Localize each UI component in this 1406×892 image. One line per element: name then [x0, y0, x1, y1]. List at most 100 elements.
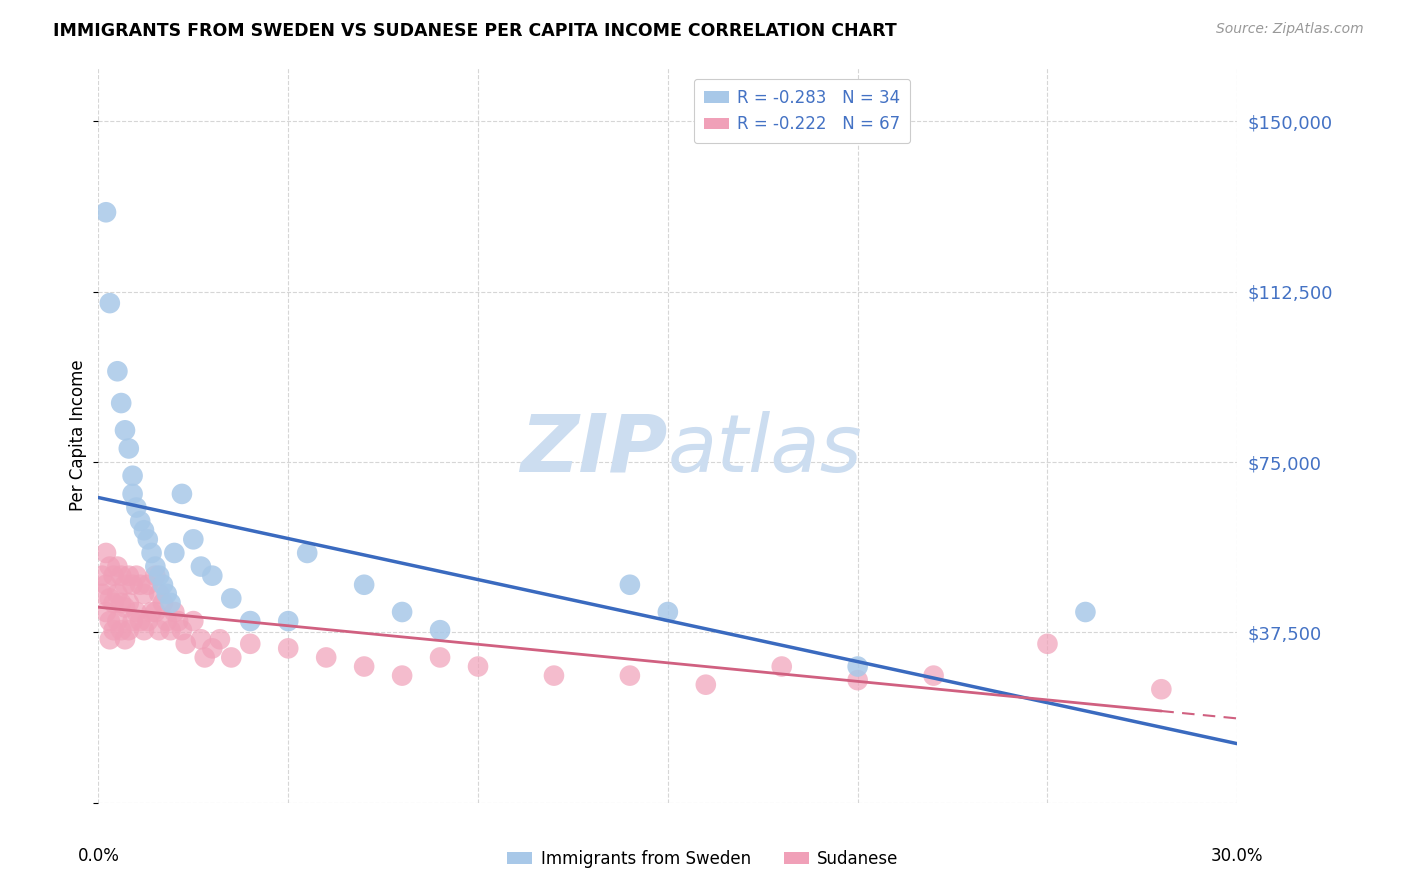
Point — [129, 578, 152, 592]
Point — [98, 559, 121, 574]
Point — [429, 623, 451, 637]
Point — [167, 614, 190, 628]
Point — [125, 605, 148, 619]
Point — [132, 623, 155, 637]
Point — [98, 296, 121, 310]
Point — [103, 623, 125, 637]
Point — [846, 659, 869, 673]
Text: 30.0%: 30.0% — [1211, 847, 1264, 865]
Point — [121, 487, 143, 501]
Point — [239, 614, 262, 628]
Text: Source: ZipAtlas.com: Source: ZipAtlas.com — [1216, 22, 1364, 37]
Point — [1074, 605, 1097, 619]
Point — [136, 578, 159, 592]
Point — [391, 668, 413, 682]
Point — [695, 678, 717, 692]
Point — [114, 578, 136, 592]
Point — [121, 468, 143, 483]
Point — [110, 596, 132, 610]
Legend: Immigrants from Sweden, Sudanese: Immigrants from Sweden, Sudanese — [501, 844, 905, 875]
Point — [107, 587, 129, 601]
Point — [1150, 682, 1173, 697]
Point — [132, 587, 155, 601]
Point — [183, 614, 205, 628]
Point — [94, 205, 117, 219]
Point — [221, 591, 243, 606]
Point — [121, 614, 143, 628]
Point — [141, 605, 163, 619]
Point — [94, 605, 117, 619]
Point — [201, 568, 224, 582]
Point — [110, 396, 132, 410]
Point — [129, 614, 152, 628]
Point — [922, 668, 945, 682]
Point — [190, 559, 212, 574]
Point — [543, 668, 565, 682]
Point — [141, 546, 163, 560]
Point — [114, 423, 136, 437]
Point — [190, 632, 212, 647]
Point — [170, 487, 193, 501]
Point — [132, 523, 155, 537]
Point — [277, 641, 299, 656]
Point — [156, 614, 179, 628]
Point — [107, 559, 129, 574]
Point — [194, 650, 217, 665]
Point — [148, 623, 170, 637]
Point — [107, 614, 129, 628]
Point — [91, 568, 114, 582]
Point — [148, 587, 170, 601]
Point — [657, 605, 679, 619]
Point — [183, 533, 205, 547]
Point — [353, 578, 375, 592]
Legend: R = -0.283   N = 34, R = -0.222   N = 67: R = -0.283 N = 34, R = -0.222 N = 67 — [693, 78, 910, 144]
Point — [94, 578, 117, 592]
Point — [297, 546, 319, 560]
Point — [145, 568, 167, 582]
Point — [163, 605, 186, 619]
Y-axis label: Per Capita Income: Per Capita Income — [69, 359, 87, 510]
Point — [221, 650, 243, 665]
Point — [136, 533, 159, 547]
Point — [152, 596, 174, 610]
Point — [353, 659, 375, 673]
Point — [208, 632, 231, 647]
Point — [136, 614, 159, 628]
Point — [118, 568, 141, 582]
Point — [429, 650, 451, 665]
Point — [114, 600, 136, 615]
Point — [1036, 637, 1059, 651]
Point — [91, 587, 114, 601]
Point — [145, 605, 167, 619]
Point — [125, 500, 148, 515]
Point — [174, 637, 197, 651]
Point — [98, 614, 121, 628]
Point — [315, 650, 337, 665]
Point — [98, 591, 121, 606]
Point — [467, 659, 489, 673]
Point — [129, 514, 152, 528]
Text: ZIP: ZIP — [520, 410, 668, 489]
Point — [94, 546, 117, 560]
Point — [391, 605, 413, 619]
Point — [118, 623, 141, 637]
Point — [159, 623, 181, 637]
Point — [201, 641, 224, 656]
Point — [145, 559, 167, 574]
Text: atlas: atlas — [668, 410, 863, 489]
Point — [170, 623, 193, 637]
Point — [156, 587, 179, 601]
Point — [125, 568, 148, 582]
Point — [98, 632, 121, 647]
Point — [159, 596, 181, 610]
Point — [103, 596, 125, 610]
Point — [103, 568, 125, 582]
Point — [110, 568, 132, 582]
Point — [121, 578, 143, 592]
Point — [770, 659, 793, 673]
Point — [148, 568, 170, 582]
Point — [114, 632, 136, 647]
Point — [118, 596, 141, 610]
Text: 0.0%: 0.0% — [77, 847, 120, 865]
Point — [163, 546, 186, 560]
